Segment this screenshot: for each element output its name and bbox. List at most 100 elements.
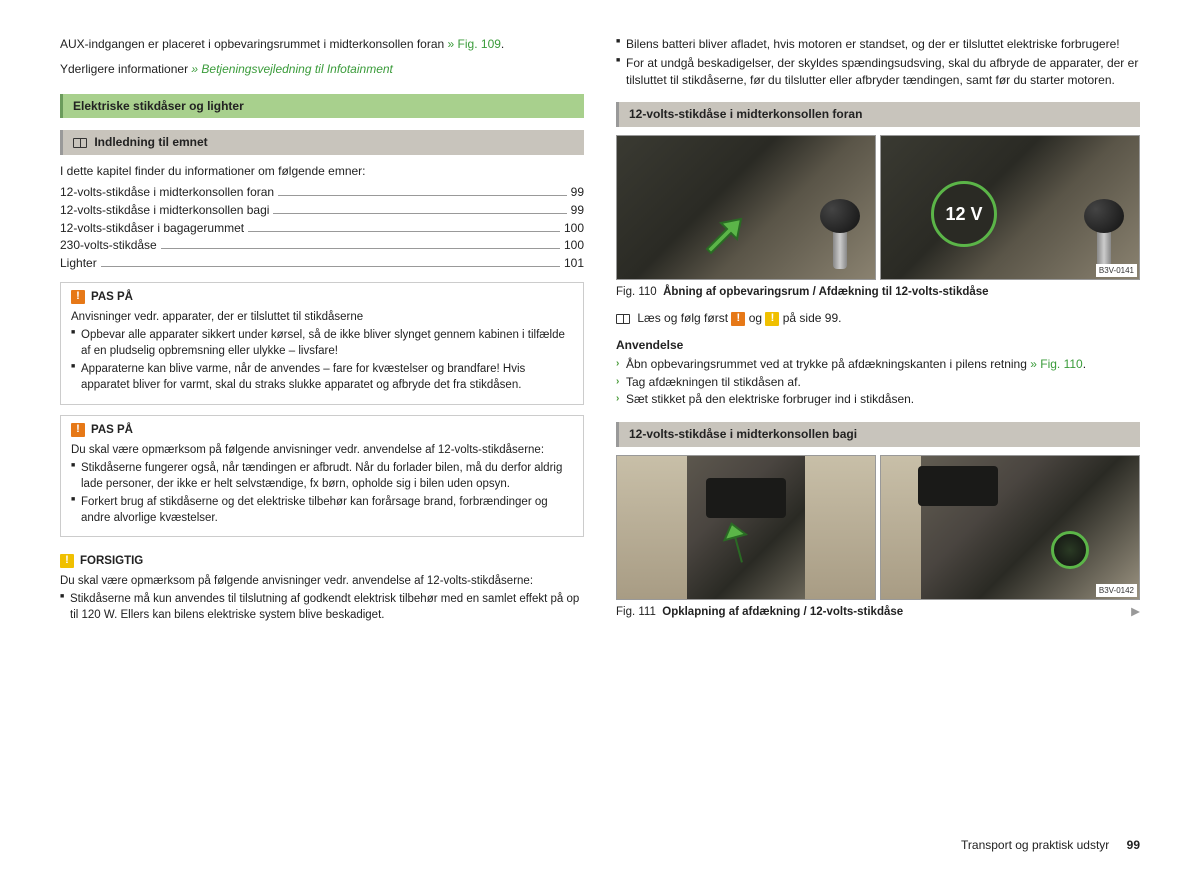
read-first-c: på side 99. [783, 311, 842, 325]
toc-page: 100 [564, 237, 584, 254]
warning-2-line: Du skal være opmærksom på følgende anvis… [71, 442, 573, 458]
vent-illustration [706, 478, 786, 518]
seat-illustration [881, 456, 921, 599]
warning-1-header: ! PAS PÅ [71, 289, 573, 305]
footer-page-number: 99 [1127, 838, 1140, 852]
fig-111-code: B3V-0142 [1096, 584, 1137, 597]
warning-2-header: ! PAS PÅ [71, 422, 573, 438]
fig-110-number: Fig. 110 [616, 286, 657, 298]
arrow-icon [712, 519, 762, 569]
toc-entry: 12-volts-stikdåse i midterkonsollen fora… [60, 184, 584, 201]
warning-1-bullet-1: Opbevar alle apparater sikkert under kør… [71, 327, 573, 359]
book-icon [73, 138, 87, 148]
right-bullet-1: Bilens batteri bliver afladet, hvis moto… [616, 36, 1140, 53]
caution-icon: ! [60, 554, 74, 568]
intro-text-2a: Yderligere informationer [60, 62, 191, 76]
usage-step: ›Åbn opbevaringsrummet ved at trykke på … [616, 356, 1140, 373]
usage-title-text: Anvendelse [616, 338, 683, 352]
steps-list: ›Åbn opbevaringsrummet ved at trykke på … [616, 356, 1140, 408]
fig-110-right: 12 V B3V-0141 [880, 135, 1140, 280]
warning-1-bullet-2: Apparaterne kan blive varme, når de anve… [71, 361, 573, 393]
toc-leader [248, 231, 560, 232]
continue-indicator: ▶ [1131, 604, 1140, 620]
footer-section: Transport og praktisk udstyr [961, 838, 1109, 852]
warning-1-line: Anvisninger vedr. apparater, der er tils… [71, 309, 573, 325]
intro-para-1: AUX-indgangen er placeret i opbevaringsr… [60, 36, 584, 53]
warning-icon: ! [71, 290, 85, 304]
intro-text-1a: AUX-indgangen er placeret i opbevaringsr… [60, 37, 448, 51]
fig-111-caption: Fig. 111 Opklapning af afdækning / 12-vo… [616, 604, 1140, 620]
fig-111-text: Opklapning af afdækning / 12-volts-stikd… [662, 606, 903, 618]
fig-ref: » Fig. 110 [1030, 357, 1082, 371]
gear-knob-illustration [815, 199, 865, 269]
toc-intro: I dette kapitel finder du informationer … [60, 163, 584, 180]
socket-highlight [1051, 531, 1089, 569]
seat-illustration [617, 456, 687, 599]
toc-label: 230-volts-stikdåse [60, 237, 157, 254]
caution-bullet-1: Stikdåserne må kun anvendes til tilslutn… [60, 591, 584, 623]
gear-knob-illustration [1079, 199, 1129, 269]
fig-109-ref: » Fig. 109 [448, 37, 501, 51]
page-footer: Transport og praktisk udstyr 99 [961, 837, 1140, 854]
step-marker-icon: › [616, 357, 619, 371]
usage-title: Anvendelse [616, 337, 1140, 354]
arrow-icon [697, 209, 747, 259]
warning-icon: ! [71, 423, 85, 437]
warning-2-title: PAS PÅ [91, 422, 133, 438]
caution-box: ! FORSIGTIG Du skal være opmærksom på fø… [60, 547, 584, 633]
section-header-sockets: Elektriske stikdåser og lighter [60, 94, 584, 119]
read-first-b: og [749, 311, 766, 325]
fig-110-row: 12 V B3V-0141 [616, 135, 1140, 280]
toc-entry: 230-volts-stikdåse 100 [60, 237, 584, 254]
toc-page: 99 [571, 202, 584, 219]
caution-icon: ! [765, 312, 779, 326]
warning-icon: ! [731, 312, 745, 326]
vent-illustration [918, 466, 998, 506]
intro-title: Indledning til emnet [94, 135, 207, 149]
section-header-rear-socket: 12-volts-stikdåse i midterkonsollen bagi [616, 422, 1140, 447]
read-first-line: Læs og følg først ! og ! på side 99. [616, 310, 1140, 327]
warning-2-bullet-2: Forkert brug af stikdåserne og det elekt… [71, 494, 573, 526]
toc-page: 101 [564, 255, 584, 272]
toc-page: 99 [571, 184, 584, 201]
toc-leader [101, 266, 560, 267]
caution-header: ! FORSIGTIG [60, 553, 584, 569]
toc-entry: 12-volts-stikdåser i bagagerummet 100 [60, 220, 584, 237]
intro-para-2: Yderligere informationer » Betjeningsvej… [60, 61, 584, 78]
fig-110-left [616, 135, 876, 280]
step-marker-icon: › [616, 392, 619, 406]
fig-111-row: B3V-0142 [616, 455, 1140, 600]
fig-111-number: Fig. 111 [616, 606, 656, 618]
fig-111-left [616, 455, 876, 600]
right-column: Bilens batteri bliver afladet, hvis moto… [616, 36, 1140, 856]
fig-110-caption: Fig. 110 Åbning af opbevaringsrum / Afdæ… [616, 284, 1140, 300]
warning-2-bullet-1: Stikdåserne fungerer også, når tændingen… [71, 460, 573, 492]
badge-12v: 12 V [931, 181, 997, 247]
toc-label: Lighter [60, 255, 97, 272]
toc-label: 12-volts-stikdåse i midterkonsollen bagi [60, 202, 269, 219]
warning-1-title: PAS PÅ [91, 289, 133, 305]
step-marker-icon: › [616, 375, 619, 389]
read-first-a: Læs og følg først [637, 311, 731, 325]
infotainment-link: » Betjeningsvejledning til Infotainment [191, 62, 392, 76]
toc-label: 12-volts-stikdåser i bagagerummet [60, 220, 244, 237]
intro-text-1b: . [501, 37, 504, 51]
right-bullet-2: For at undgå beskadigelser, der skyldes … [616, 55, 1140, 89]
fig-111-right: B3V-0142 [880, 455, 1140, 600]
toc-label: 12-volts-stikdåse i midterkonsollen fora… [60, 184, 274, 201]
fig-110-code: B3V-0141 [1096, 264, 1137, 277]
book-icon [616, 314, 630, 324]
toc-entry: Lighter 101 [60, 255, 584, 272]
section-header-front-socket: 12-volts-stikdåse i midterkonsollen fora… [616, 102, 1140, 127]
usage-step: ›Tag afdækningen til stikdåsen af. [616, 374, 1140, 391]
toc-page: 100 [564, 220, 584, 237]
toc-list: 12-volts-stikdåse i midterkonsollen fora… [60, 184, 584, 272]
fig-110-text: Åbning af opbevaringsrum / Afdækning til… [663, 286, 988, 298]
caution-line: Du skal være opmærksom på følgende anvis… [60, 573, 584, 589]
toc-entry: 12-volts-stikdåse i midterkonsollen bagi… [60, 202, 584, 219]
warning-box-2: ! PAS PÅ Du skal være opmærksom på følge… [60, 415, 584, 538]
seat-illustration [805, 456, 875, 599]
left-column: AUX-indgangen er placeret i opbevaringsr… [60, 36, 584, 856]
toc-leader [273, 213, 566, 214]
warning-box-1: ! PAS PÅ Anvisninger vedr. apparater, de… [60, 282, 584, 405]
